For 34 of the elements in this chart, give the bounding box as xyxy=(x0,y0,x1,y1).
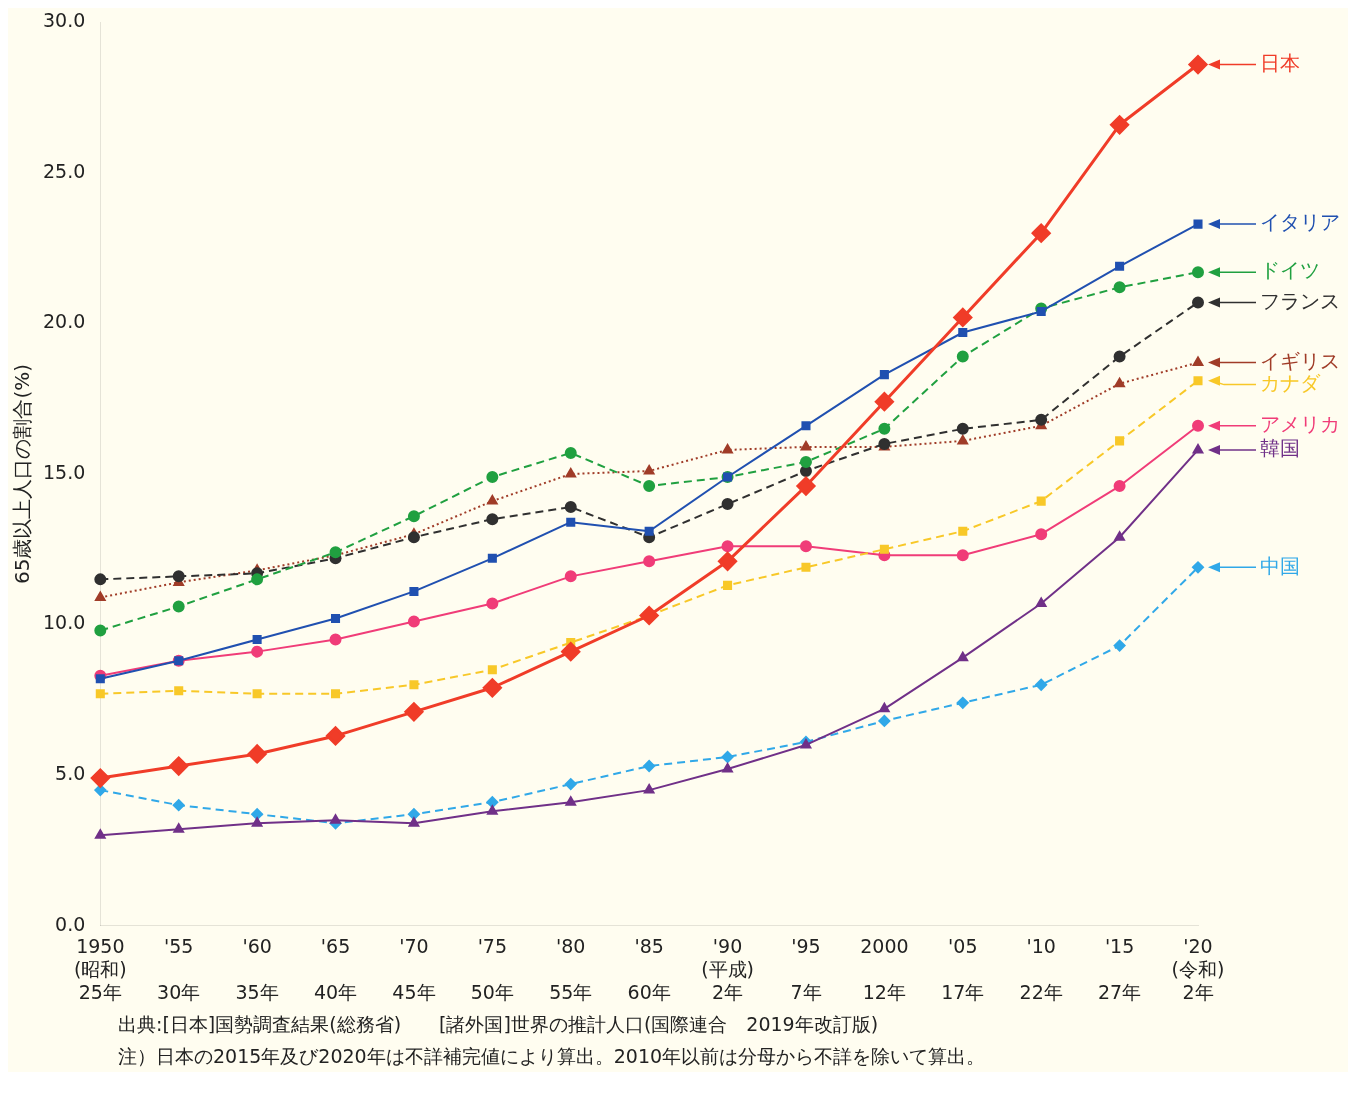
category-label: '15 27年 xyxy=(1098,934,1142,1003)
legend-label: イギリス xyxy=(1260,348,1340,373)
category-label: '70 45年 xyxy=(392,934,436,1003)
legend-label: 日本 xyxy=(1260,50,1300,75)
x-tick-label: '90 (平成) 2年 xyxy=(701,934,754,1003)
y-tick-label: 15.0 xyxy=(42,460,86,483)
category-label: '80 55年 xyxy=(549,934,593,1003)
legend-label: 韓国 xyxy=(1260,436,1300,461)
category-label: '85 60年 xyxy=(627,934,671,1003)
category-label: '60 35年 xyxy=(235,934,279,1003)
y-tick-label: 5.0 xyxy=(55,762,86,784)
category-label: 2000 12年 xyxy=(860,934,909,1003)
category-label: '10 22年 xyxy=(1019,934,1063,1003)
y-tick-label: 10.0 xyxy=(42,611,86,634)
y-tick-label: 30.0 xyxy=(42,9,86,32)
legend-label: イタリア xyxy=(1260,210,1340,235)
category-label: '65 40年 xyxy=(313,934,358,1003)
y-tick-label: 0.0 xyxy=(55,912,86,935)
legend-label: ドイツ xyxy=(1260,258,1320,283)
x-tick-label: '20 (令和) 2年 xyxy=(1171,934,1225,1003)
y-tick-label: 20.0 xyxy=(42,310,86,333)
category-label: '95 7年 xyxy=(790,934,822,1003)
legend-label: 中国 xyxy=(1260,553,1300,578)
y-axis-title: 65歳以上人口の割合(%) xyxy=(10,363,35,585)
x-tick-label: 1950 (昭和) 25年 xyxy=(73,934,127,1003)
y-tick-label: 25.0 xyxy=(42,159,86,182)
legend-label: カナダ xyxy=(1260,370,1321,395)
category-label: '75 50年 xyxy=(470,934,514,1003)
source-note: 出典:[日本]国勢調査結果(総務省) [諸外国]世界の推計人口(国際連合 2019年改訂版) xyxy=(118,1012,880,1037)
category-label: '05 17年 xyxy=(941,934,985,1003)
legend-label: フランス xyxy=(1260,288,1340,313)
legend-label: アメリカ xyxy=(1260,412,1340,437)
text: 注）日本の2015年及び2020年は不詳補完値により算出。2010年以前は分母から不詳を除いて算出。 xyxy=(118,1044,987,1069)
category-label: '55 30年 xyxy=(157,934,201,1003)
